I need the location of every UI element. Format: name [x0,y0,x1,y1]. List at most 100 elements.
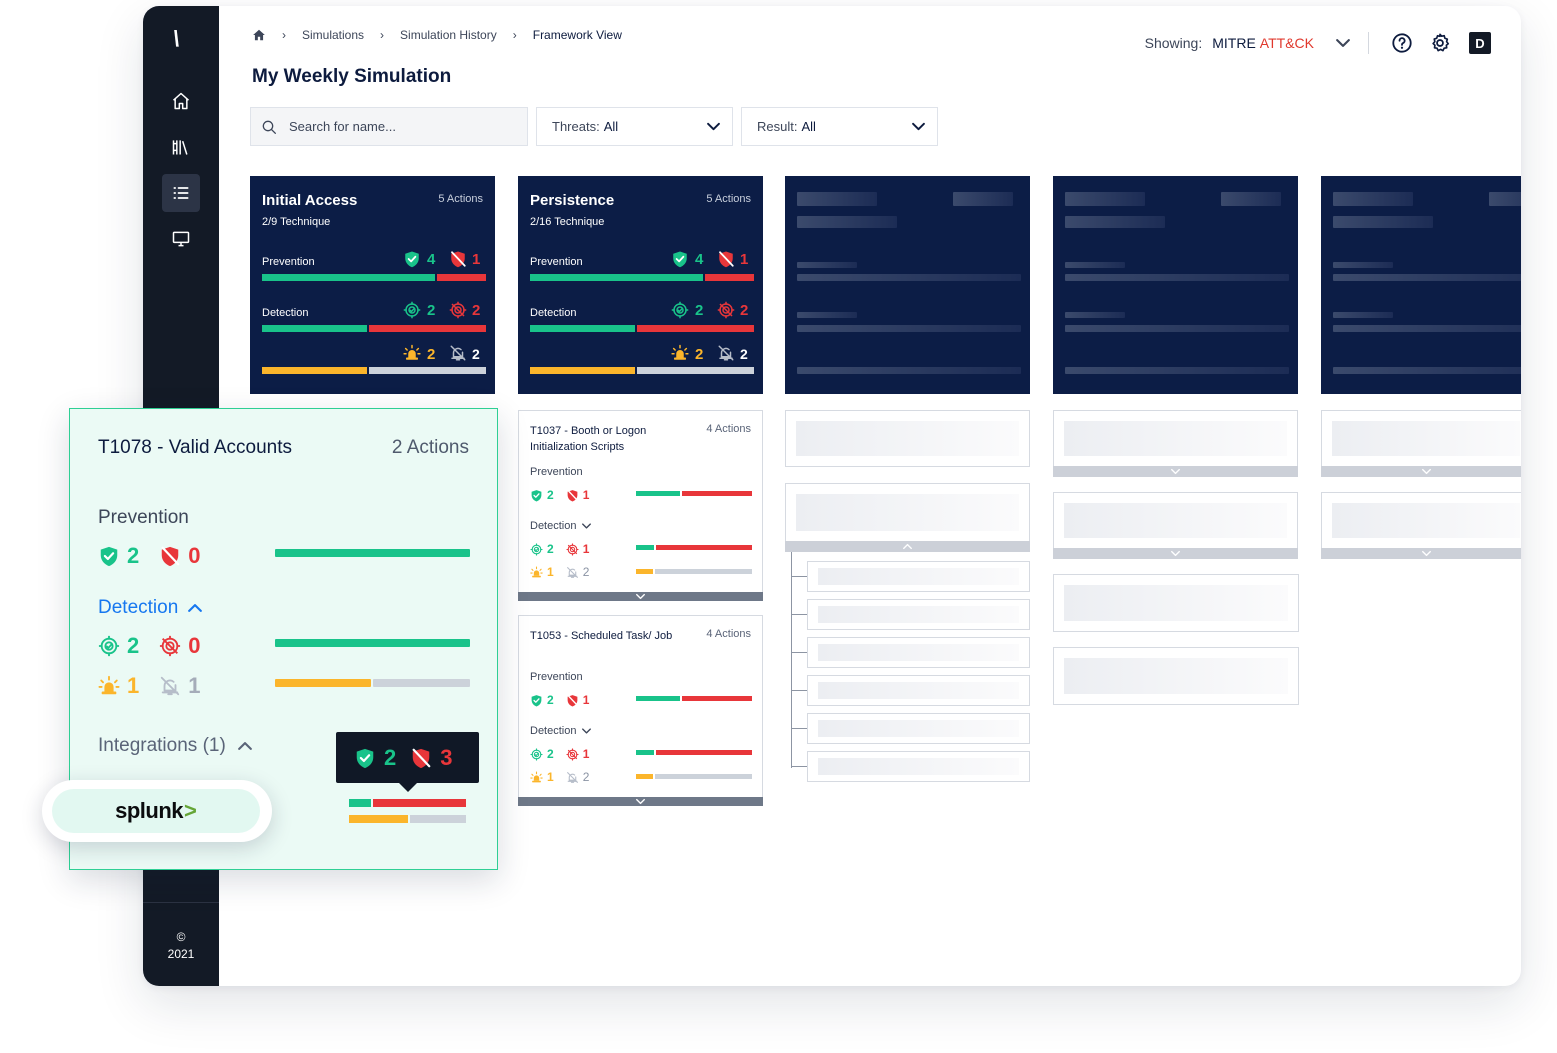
chevron-down-icon [636,798,645,805]
detection-toggle[interactable]: Detection [530,520,591,532]
library-icon [172,140,188,155]
target-check-icon [671,301,689,319]
expand-toggle[interactable] [518,592,763,601]
showing-label: Showing: [1144,35,1203,51]
prevention-pass-count: 4 [695,251,704,268]
target-off-icon [566,543,579,556]
tactic-card-placeholder [1053,176,1298,394]
threats-select[interactable]: Threats: All [536,107,733,146]
technique-card-t1037[interactable]: T1037 - Booth or Logon Initialization Sc… [518,410,763,601]
prevention-bar [262,274,486,281]
tactic-actions: 5 Actions [706,193,751,205]
sidebar-library-button[interactable] [162,128,200,166]
detection-label: Detection [530,307,577,319]
detection-fail-count: 1 [582,747,590,761]
bell-off-icon [159,675,181,697]
header-controls: Showing: MITRE ATT&CK D [1145,32,1491,54]
target-check-icon [530,748,543,761]
silent-count: 2 [740,346,748,362]
breadcrumb-separator: › [380,28,385,42]
silent-count: 2 [582,565,590,579]
detail-prevention-bar [275,549,470,557]
prevention-counts: 2 1 [530,693,601,707]
siren-icon [530,771,543,784]
prevention-fail-count: 0 [188,543,201,568]
app-window: \ © 2021 › Simulations › Simulation Hist… [143,6,1521,986]
tree-line [791,690,807,691]
shield-off-icon [717,250,735,268]
tactic-card-initial-access[interactable]: Initial Access 5 Actions 2/9 Technique P… [250,176,495,394]
page-title: My Weekly Simulation [252,66,452,87]
splunk-wordmark: splunk [115,798,184,823]
splunk-logo: splunk > [52,789,260,833]
integrations-toggle[interactable]: Integrations (1) [98,735,252,757]
tooltip-pass-count: 2 [384,744,397,770]
help-icon[interactable] [1391,32,1413,54]
prevention-fail-count: 1 [472,251,481,268]
detection-fail-count: 2 [472,302,481,319]
home-icon [173,92,189,110]
search-placeholder: Search for name... [289,119,396,134]
tree-line [791,766,807,767]
target-off-icon [159,635,181,657]
detection-fail-count: 1 [582,542,590,556]
alert-count: 2 [427,346,436,363]
shield-check-icon [530,489,543,502]
sidebar-home-button[interactable] [162,82,200,120]
chevron-down-icon [636,593,645,600]
tactic-technique-count: 2/16 Technique [530,216,605,228]
prevention-bar [636,696,752,701]
integrations-label: Integrations (1) [98,735,226,756]
framework-name[interactable]: MITRE [1212,35,1256,51]
sub-technique-placeholder [807,561,1030,592]
sidebar-monitor-button[interactable] [162,220,200,258]
result-select[interactable]: Result: All [741,107,938,146]
detail-actions: 2 Actions [391,437,469,458]
prevention-fail-count: 1 [740,251,749,268]
expand-toggle[interactable] [518,797,763,806]
silent-count: 1 [188,673,201,698]
detail-alert-bar [275,679,470,687]
breadcrumb-simulation-history[interactable]: Simulation History [400,28,497,42]
detection-toggle[interactable]: Detection [530,725,591,737]
breadcrumb-simulations[interactable]: Simulations [302,28,365,42]
alert-bar [530,367,754,374]
detail-detection-toggle[interactable]: Detection [98,597,202,619]
shield-off-icon [449,250,467,268]
sub-technique-placeholder [807,599,1030,630]
avatar[interactable]: D [1469,32,1491,54]
detail-detection-bar [275,639,470,647]
technique-actions: 4 Actions [706,423,751,435]
target-check-icon [98,635,120,657]
tactic-card-placeholder [785,176,1030,394]
tree-line [791,652,807,653]
result-label: Result: [757,119,798,134]
home-icon[interactable] [252,28,266,42]
technique-card-t1053[interactable]: T1053 - Scheduled Task/ Job 4 Actions Pr… [518,615,763,806]
filter-bar: Search for name... Threats: All Result: Al… [250,107,938,146]
sidebar-list-button[interactable] [162,174,200,212]
prevention-pass-count: 4 [427,251,436,268]
tactic-card-persistence[interactable]: Persistence 5 Actions 2/16 Technique Pre… [518,176,763,394]
prevention-pass-count: 2 [127,543,140,568]
framework-name-accent[interactable]: ATT&CK [1259,35,1314,51]
sub-technique-placeholder [807,713,1030,744]
gear-icon[interactable] [1429,32,1451,54]
sub-technique-placeholder [807,751,1030,782]
list-icon [173,187,189,199]
chevron-down-icon[interactable] [1336,36,1350,50]
alert-count: 1 [547,565,554,579]
integration-splunk-chip[interactable]: splunk > [42,780,272,842]
integration-prevention-bar [349,799,466,807]
chevron-down-icon [1171,468,1180,475]
shield-check-icon [98,545,120,567]
detection-pass-count: 2 [695,302,704,319]
shield-off-icon [159,545,181,567]
shield-off-icon [410,747,432,769]
sub-technique-placeholder [807,637,1030,668]
search-input[interactable]: Search for name... [250,107,528,146]
copyright-year: 2021 [167,947,195,961]
detail-detection-counts: 2 0 [98,633,221,659]
detail-prevention-counts: 2 0 [98,543,221,569]
tree-line [791,552,792,768]
